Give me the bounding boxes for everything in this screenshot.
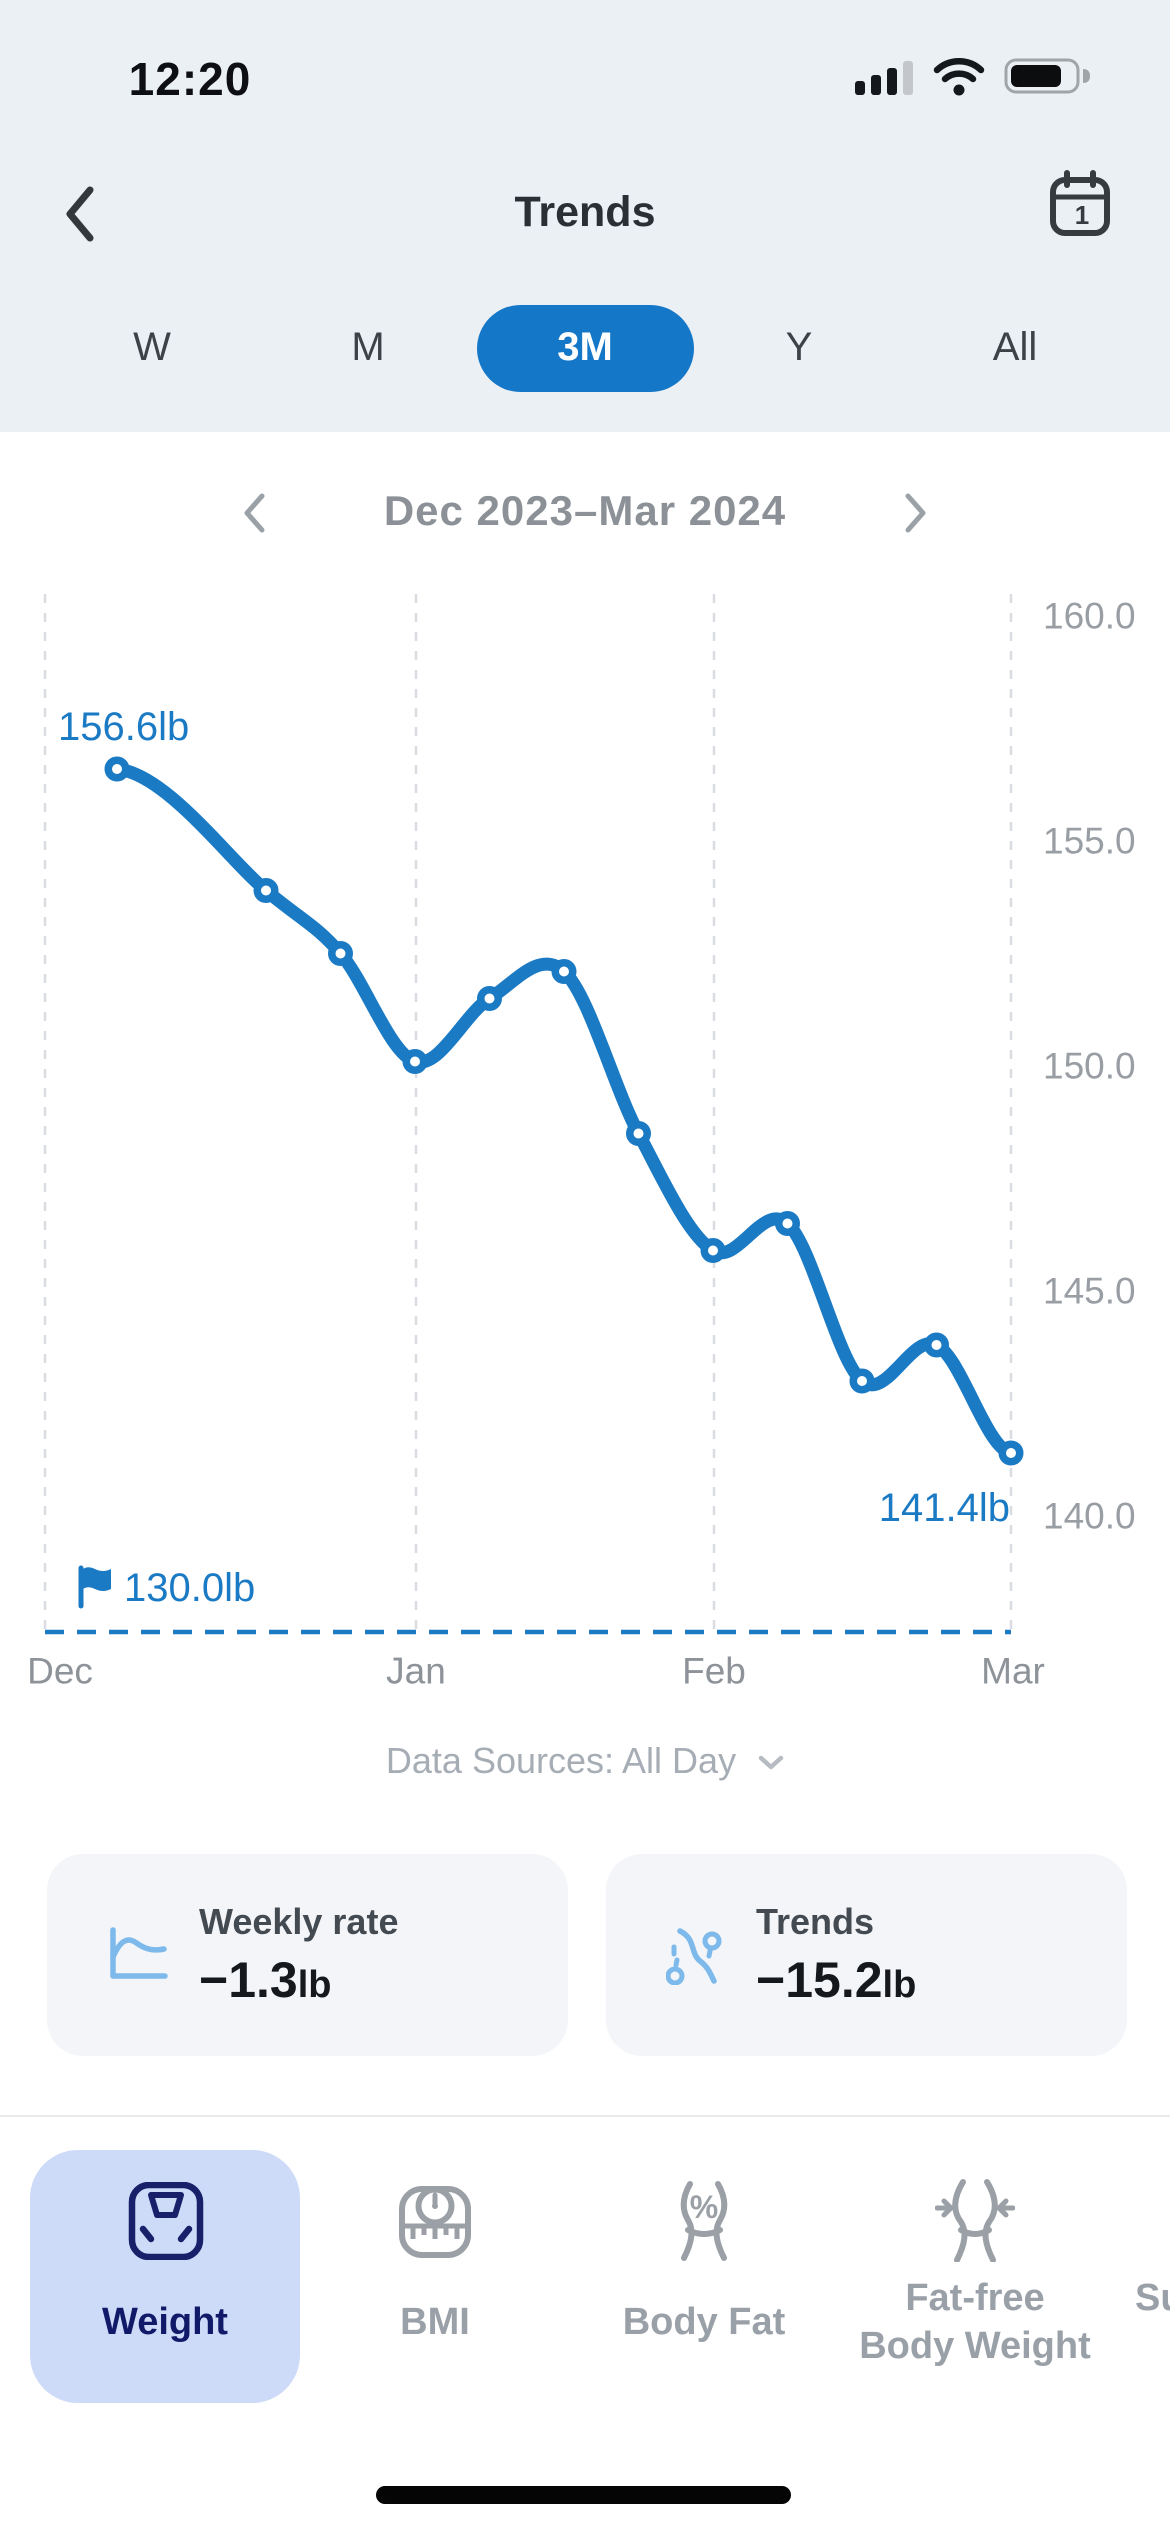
data-sources-dropdown[interactable]: Data Sources: All Day	[0, 1740, 1170, 1782]
card-value: −15.2lb	[756, 1952, 917, 2008]
svg-text:145.0: 145.0	[1043, 1271, 1136, 1312]
range-tab-w[interactable]: W	[133, 325, 171, 369]
svg-text:1: 1	[1075, 200, 1089, 230]
svg-text:160.0: 160.0	[1043, 596, 1136, 637]
data-sources-label: Data Sources: All Day	[385, 1740, 737, 1781]
trends-card: Trends −15.2lb	[606, 1854, 1127, 2056]
svg-text:%: %	[690, 2189, 718, 2225]
svg-text:155.0: 155.0	[1043, 821, 1136, 862]
svg-text:140.0: 140.0	[1043, 1496, 1136, 1537]
page-title: Trends	[514, 188, 656, 236]
battery-icon	[1004, 58, 1090, 94]
svg-text:Mar: Mar	[981, 1651, 1045, 1692]
route-icon	[666, 1928, 722, 1985]
back-icon[interactable]	[64, 186, 96, 242]
bmi-scale-icon[interactable]	[396, 2182, 474, 2262]
svg-text:156.6lb: 156.6lb	[58, 705, 189, 749]
weight-trend-chart[interactable]: 160.0 155.0 150.0 145.0 140.0 Dec Jan Feb Mar 130…	[0, 540, 1170, 1720]
svg-text:150.0: 150.0	[1043, 1046, 1136, 1087]
card-title: Trends	[756, 1901, 875, 1942]
fat-free-body-weight-icon[interactable]	[935, 2178, 1015, 2262]
next-period-icon[interactable]	[905, 493, 927, 533]
range-tab-y[interactable]: Y	[785, 325, 813, 369]
tab-fat-free-label[interactable]: Fat-free Body Weight	[859, 2277, 1091, 2367]
home-indicator[interactable]	[376, 2486, 791, 2504]
tab-body-fat-label[interactable]: Body Fat	[622, 2301, 786, 2343]
range-tab-all[interactable]: All	[992, 325, 1038, 369]
weight-scale-icon	[128, 2182, 204, 2260]
svg-text:Feb: Feb	[682, 1651, 746, 1692]
chevron-down-icon	[758, 1756, 784, 1770]
tabbar-divider	[0, 2115, 1170, 2117]
area-chart-icon	[110, 1927, 168, 1979]
card-title: Weekly rate	[199, 1901, 399, 1942]
period-label: Dec 2023–Mar 2024	[383, 487, 787, 534]
weekly-rate-card: Weekly rate −1.3lb	[47, 1854, 568, 2056]
tab-clipped-label[interactable]: Su	[1135, 2277, 1170, 2319]
body-fat-icon[interactable]: %	[664, 2180, 744, 2262]
svg-text:Dec: Dec	[27, 1651, 93, 1692]
status-time: 12:20	[128, 53, 252, 105]
wifi-icon	[933, 58, 985, 96]
tab-weight-label: Weight	[102, 2301, 228, 2343]
prev-period-icon[interactable]	[243, 493, 265, 533]
range-tab-m[interactable]: M	[351, 325, 385, 369]
calendar-icon[interactable]: 1	[1050, 170, 1110, 238]
range-tab-3m[interactable]: 3M	[557, 325, 613, 369]
svg-text:141.4lb: 141.4lb	[879, 1486, 1010, 1530]
range-pill-selected	[477, 305, 694, 392]
svg-text:130.0lb: 130.0lb	[124, 1566, 255, 1610]
card-value: −1.3lb	[199, 1952, 332, 2008]
svg-text:Jan: Jan	[386, 1651, 446, 1692]
signal-strength-icon	[855, 61, 913, 95]
tab-bmi-label[interactable]: BMI	[400, 2301, 470, 2343]
